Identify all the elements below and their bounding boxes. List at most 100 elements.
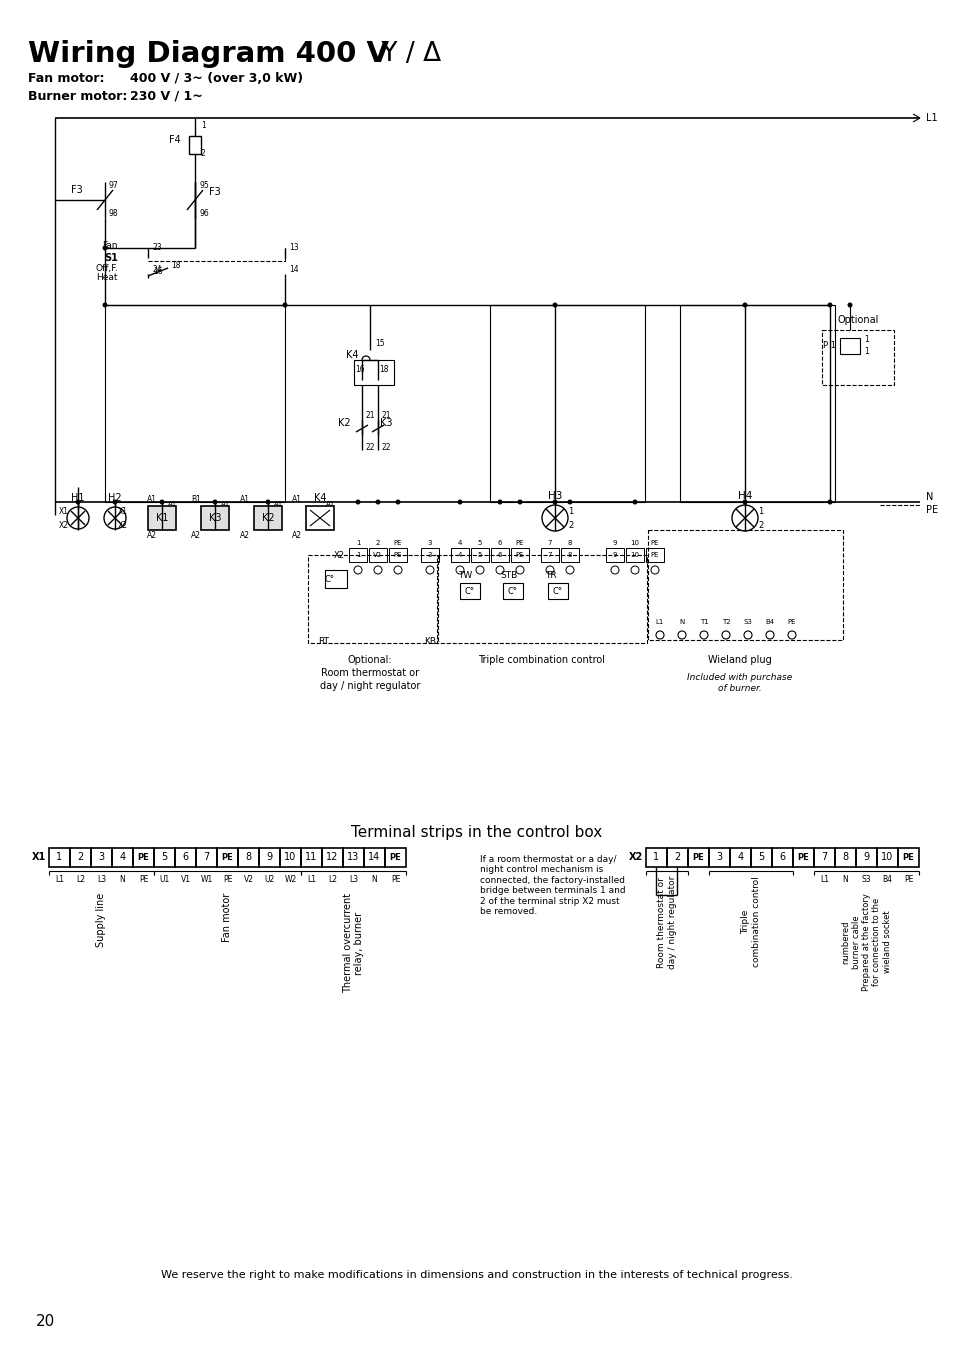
Text: 10: 10 — [881, 852, 893, 862]
Text: 22: 22 — [381, 443, 391, 451]
Text: PE: PE — [223, 875, 232, 885]
Text: 7: 7 — [821, 852, 827, 862]
Bar — [471, 549, 489, 562]
Text: PE: PE — [925, 505, 937, 515]
Text: PE: PE — [221, 852, 233, 862]
Text: 6: 6 — [497, 540, 501, 546]
Text: Wiring Diagram 400 V: Wiring Diagram 400 V — [28, 41, 389, 68]
Text: 23: 23 — [152, 243, 162, 253]
Text: K1: K1 — [155, 513, 168, 523]
Text: 18: 18 — [172, 262, 180, 270]
Text: PE: PE — [516, 553, 524, 558]
Text: C°: C° — [325, 574, 335, 584]
Text: A1: A1 — [168, 501, 177, 507]
Text: N: N — [372, 875, 377, 885]
Text: K4: K4 — [314, 493, 326, 503]
Text: N: N — [841, 875, 847, 885]
Text: V1: V1 — [180, 875, 191, 885]
Text: PE: PE — [902, 852, 913, 862]
Bar — [306, 507, 334, 530]
Text: 2: 2 — [568, 520, 573, 530]
Text: 5: 5 — [477, 540, 481, 546]
Text: 97: 97 — [109, 181, 118, 190]
Text: 9: 9 — [612, 540, 617, 546]
Text: PE: PE — [391, 875, 399, 885]
Text: 1: 1 — [201, 122, 206, 131]
Bar — [195, 848, 216, 867]
Bar — [385, 848, 406, 867]
Text: PE: PE — [516, 540, 524, 546]
Text: 10: 10 — [630, 553, 639, 558]
Text: K4: K4 — [345, 350, 358, 359]
Text: 1: 1 — [568, 507, 573, 516]
Bar — [459, 584, 479, 598]
Text: X2: X2 — [334, 550, 345, 559]
Text: H4: H4 — [737, 490, 751, 501]
Text: 5: 5 — [758, 852, 763, 862]
Text: 5: 5 — [161, 852, 168, 862]
Text: 15: 15 — [375, 339, 384, 347]
Text: A1: A1 — [221, 501, 230, 507]
Text: Wieland plug: Wieland plug — [707, 655, 771, 665]
Bar — [729, 848, 750, 867]
Text: KB: KB — [423, 638, 436, 647]
Text: H2: H2 — [108, 493, 122, 503]
Bar — [354, 359, 394, 385]
Text: F3: F3 — [209, 186, 220, 197]
Circle shape — [395, 500, 400, 504]
Bar — [343, 848, 364, 867]
Text: 3: 3 — [427, 540, 432, 546]
Text: 2: 2 — [758, 520, 762, 530]
Text: 1: 1 — [355, 553, 360, 558]
Bar — [451, 549, 469, 562]
Text: 9: 9 — [612, 553, 617, 558]
Text: X2: X2 — [118, 520, 128, 530]
Text: PE: PE — [394, 553, 402, 558]
Text: 1: 1 — [355, 540, 360, 546]
Circle shape — [632, 500, 637, 504]
Text: L1: L1 — [55, 875, 64, 885]
Bar — [876, 848, 897, 867]
Text: U2: U2 — [264, 875, 274, 885]
Circle shape — [552, 500, 557, 504]
Text: PE: PE — [139, 875, 148, 885]
Bar — [491, 549, 509, 562]
Text: 14: 14 — [368, 852, 380, 862]
Text: PE: PE — [902, 875, 912, 885]
Text: 7: 7 — [547, 553, 552, 558]
Bar — [112, 848, 132, 867]
Text: TW: TW — [457, 570, 472, 580]
Text: U1: U1 — [159, 875, 170, 885]
Bar — [49, 848, 70, 867]
Text: 4: 4 — [737, 852, 742, 862]
Bar — [771, 848, 792, 867]
Bar — [490, 305, 644, 503]
Text: K3: K3 — [379, 417, 392, 428]
Text: 21: 21 — [366, 411, 375, 420]
Text: A2: A2 — [147, 531, 157, 540]
Bar — [253, 507, 282, 530]
Circle shape — [213, 500, 217, 504]
Text: Y / Δ: Y / Δ — [373, 41, 440, 68]
Text: X1: X1 — [59, 507, 69, 516]
Circle shape — [375, 500, 380, 504]
Text: 98: 98 — [109, 209, 118, 219]
Text: B4: B4 — [764, 619, 774, 626]
Text: Fan motor: Fan motor — [222, 893, 233, 942]
Text: S1: S1 — [104, 253, 118, 263]
Text: Terminal strips in the control box: Terminal strips in the control box — [351, 824, 602, 839]
Text: of burner.: of burner. — [718, 684, 761, 693]
Text: L1: L1 — [925, 113, 937, 123]
Text: 13: 13 — [289, 243, 298, 253]
Bar — [91, 848, 112, 867]
Text: 3: 3 — [716, 852, 721, 862]
Text: A2: A2 — [292, 531, 302, 540]
Text: 1: 1 — [56, 852, 63, 862]
Text: K3: K3 — [209, 513, 221, 523]
Text: 11: 11 — [305, 852, 317, 862]
Text: A1: A1 — [326, 501, 335, 507]
Text: L1: L1 — [820, 875, 828, 885]
Circle shape — [265, 500, 271, 504]
Circle shape — [102, 303, 108, 308]
Text: T2: T2 — [720, 619, 730, 626]
